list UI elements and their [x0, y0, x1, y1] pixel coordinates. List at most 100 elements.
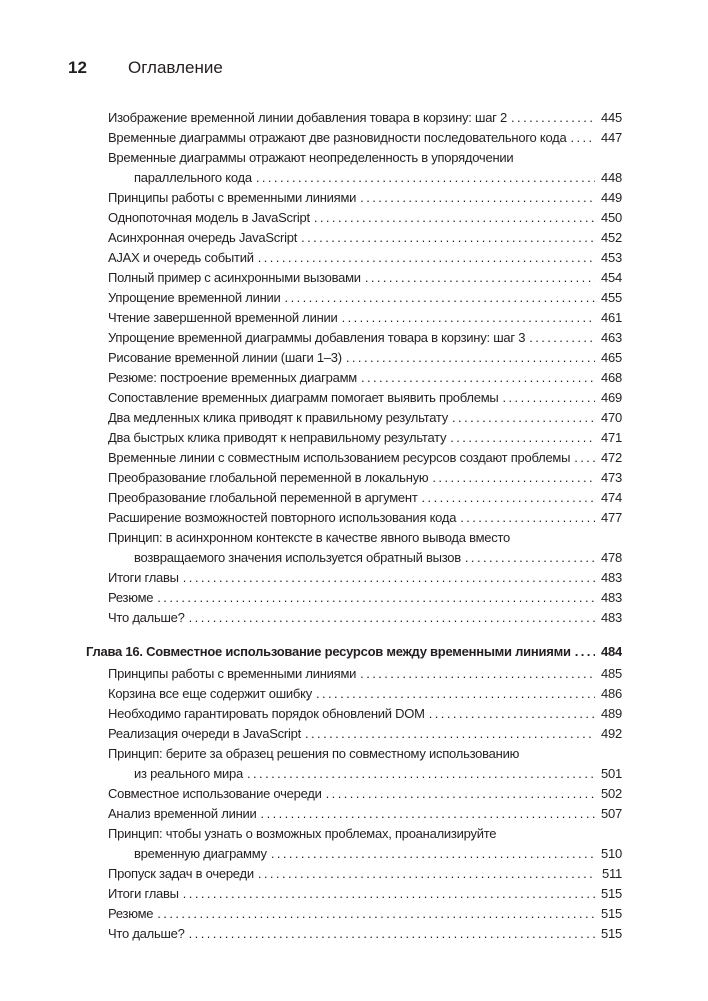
toc-entry[interactable]: Резюме 483	[108, 588, 622, 608]
toc-entry[interactable]: Анализ временной линии 507	[108, 804, 622, 824]
entry-page-number: 492	[601, 726, 622, 741]
toc-entry-line: возвращаемого значения используется обра…	[108, 548, 622, 568]
entry-title: Два быстрых клика приводят к неправильно…	[108, 430, 447, 445]
entry-page-number: 474	[601, 490, 622, 505]
toc-entry[interactable]: Реализация очереди в JavaScript 492	[108, 724, 622, 744]
toc-entry[interactable]: Совместное использование очереди 502	[108, 784, 622, 804]
toc-entry[interactable]: Резюме 515	[108, 904, 622, 924]
toc-entry[interactable]: Корзина все еще содержит ошибку 486	[108, 684, 622, 704]
chapter-label: Глава 16.	[86, 644, 143, 659]
dot-leader	[258, 248, 595, 268]
dot-leader	[342, 308, 595, 328]
toc-entry[interactable]: Пропуск задач в очереди 511	[108, 864, 622, 884]
toc-entry[interactable]: Расширение возможностей повторного испол…	[108, 508, 622, 528]
toc-entry[interactable]: Асинхронная очередь JavaScript 452	[108, 228, 622, 248]
toc-entry[interactable]: AJAX и очередь событий 453	[108, 248, 622, 268]
entry-title: Реализация очереди в JavaScript	[108, 726, 301, 741]
entry-page-number: 510	[601, 846, 622, 861]
entry-page-number: 483	[601, 570, 622, 585]
toc-entry[interactable]: Временные диаграммы отражают две разнови…	[108, 128, 622, 148]
toc-entry[interactable]: Необходимо гарантировать порядок обновле…	[108, 704, 622, 724]
entry-page-number: 507	[601, 806, 622, 821]
toc-entry-line: Чтение завершенной временной линии 461	[108, 308, 622, 328]
chapter-page-number: 484	[601, 644, 622, 659]
toc-entry[interactable]: Преобразование глобальной переменной в а…	[108, 488, 622, 508]
toc-entry[interactable]: Чтение завершенной временной линии 461	[108, 308, 622, 328]
entry-title: Принцип: берите за образец решения по со…	[108, 746, 520, 761]
entry-title: Сопоставление временных диаграмм помогае…	[108, 390, 499, 405]
toc-entry-line: Принцип: берите за образец решения по со…	[108, 744, 622, 764]
entry-title: Временные линии с совместным использован…	[108, 450, 571, 465]
toc-entry[interactable]: Упрощение временной линии 455	[108, 288, 622, 308]
toc-entry[interactable]: Что дальше? 515	[108, 924, 622, 944]
toc-entry[interactable]: Преобразование глобальной переменной в л…	[108, 468, 622, 488]
toc-entry[interactable]: Принцип: берите за образец решения по со…	[108, 744, 622, 784]
dot-leader	[183, 568, 595, 588]
entry-title: Анализ временной линии	[108, 806, 257, 821]
entry-title: Итоги главы	[108, 886, 179, 901]
toc-entry[interactable]: Однопоточная модель в JavaScript 450	[108, 208, 622, 228]
entry-title: Принципы работы с временными линиями	[108, 190, 357, 205]
entry-page-number: 455	[601, 290, 622, 305]
table-of-contents: Изображение временной линии добавления т…	[86, 108, 622, 944]
dot-leader	[432, 468, 595, 488]
toc-entry-line: Полный пример с асинхронными вызовами 454	[108, 268, 622, 288]
toc-entry-line: Рисование временной линии (шаги 1–3) 465	[108, 348, 622, 368]
entry-page-number: 465	[601, 350, 622, 365]
toc-entry-line: Упрощение временной диаграммы добавления…	[108, 328, 622, 348]
entry-page-number: 452	[601, 230, 622, 245]
toc-entry[interactable]: Принципы работы с временными линиями 485	[108, 664, 622, 684]
entry-page-number: 489	[601, 706, 622, 721]
toc-entry[interactable]: Изображение временной линии добавления т…	[108, 108, 622, 128]
toc-entry-line: Преобразование глобальной переменной в л…	[108, 468, 622, 488]
toc-entry[interactable]: Сопоставление временных диаграмм помогае…	[108, 388, 622, 408]
entry-title: Временные диаграммы отражают две разнови…	[108, 130, 567, 145]
dot-leader	[465, 548, 595, 568]
toc-entry[interactable]: Что дальше? 483	[108, 608, 622, 628]
toc-entry[interactable]: Временные диаграммы отражают неопределен…	[108, 148, 622, 188]
toc-entry-line: Асинхронная очередь JavaScript 452	[108, 228, 622, 248]
entry-title: Рисование временной линии (шаги 1–3)	[108, 350, 342, 365]
toc-entry[interactable]: Два быстрых клика приводят к неправильно…	[108, 428, 622, 448]
entry-title: Принцип: чтобы узнать о возможных пробле…	[108, 826, 497, 841]
running-header: 12 Оглавление	[68, 58, 223, 78]
entry-title: Расширение возможностей повторного испол…	[108, 510, 457, 525]
dot-leader	[189, 608, 595, 628]
entry-page-number: 478	[601, 550, 622, 565]
toc-entry[interactable]: Принцип: в асинхронном контексте в качес…	[108, 528, 622, 568]
toc-entry[interactable]: Упрощение временной диаграммы добавления…	[108, 328, 622, 348]
entry-page-number: 453	[601, 250, 622, 265]
entry-title: Асинхронная очередь JavaScript	[108, 230, 298, 245]
dot-leader	[529, 328, 595, 348]
toc-entry-line: Резюме 515	[108, 904, 622, 924]
toc-entry-line: Два медленных клика приводят к правильно…	[108, 408, 622, 428]
toc-entry[interactable]: Резюме: построение временных диаграмм 468	[108, 368, 622, 388]
toc-entry-line: Упрощение временной линии 455	[108, 288, 622, 308]
entry-title: Полный пример с асинхронными вызовами	[108, 270, 361, 285]
toc-entry[interactable]: Временные линии с совместным использован…	[108, 448, 622, 468]
entry-page-number: 473	[601, 470, 622, 485]
toc-entry-line: Анализ временной линии 507	[108, 804, 622, 824]
entry-title: Временные диаграммы отражают неопределен…	[108, 150, 514, 165]
entry-page-number: 485	[601, 666, 622, 681]
toc-entry[interactable]: Итоги главы 483	[108, 568, 622, 588]
entry-page-number: 502	[601, 786, 622, 801]
dot-leader	[360, 188, 595, 208]
entry-title: Корзина все еще содержит ошибку	[108, 686, 312, 701]
toc-chapter-entry[interactable]: Глава 16. Совместное использование ресур…	[86, 642, 622, 662]
entry-title: Однопоточная модель в JavaScript	[108, 210, 310, 225]
entry-title: Упрощение временной диаграммы добавления…	[108, 330, 526, 345]
entry-title: временную диаграмму	[134, 846, 267, 861]
toc-entry[interactable]: Полный пример с асинхронными вызовами 454	[108, 268, 622, 288]
dot-leader	[261, 804, 596, 824]
toc-entry-line: Временные линии с совместным использован…	[108, 448, 622, 468]
toc-entry[interactable]: Рисование временной линии (шаги 1–3) 465	[108, 348, 622, 368]
dot-leader	[305, 724, 595, 744]
toc-entry[interactable]: Принципы работы с временными линиями 449	[108, 188, 622, 208]
toc-entry[interactable]: Принцип: чтобы узнать о возможных пробле…	[108, 824, 622, 864]
toc-entry[interactable]: Два медленных клика приводят к правильно…	[108, 408, 622, 428]
entry-title: Преобразование глобальной переменной в л…	[108, 470, 429, 485]
toc-entry[interactable]: Итоги главы 515	[108, 884, 622, 904]
toc-entry-line: Пропуск задач в очереди 511	[108, 864, 622, 884]
toc-entry-line: Совместное использование очереди 502	[108, 784, 622, 804]
